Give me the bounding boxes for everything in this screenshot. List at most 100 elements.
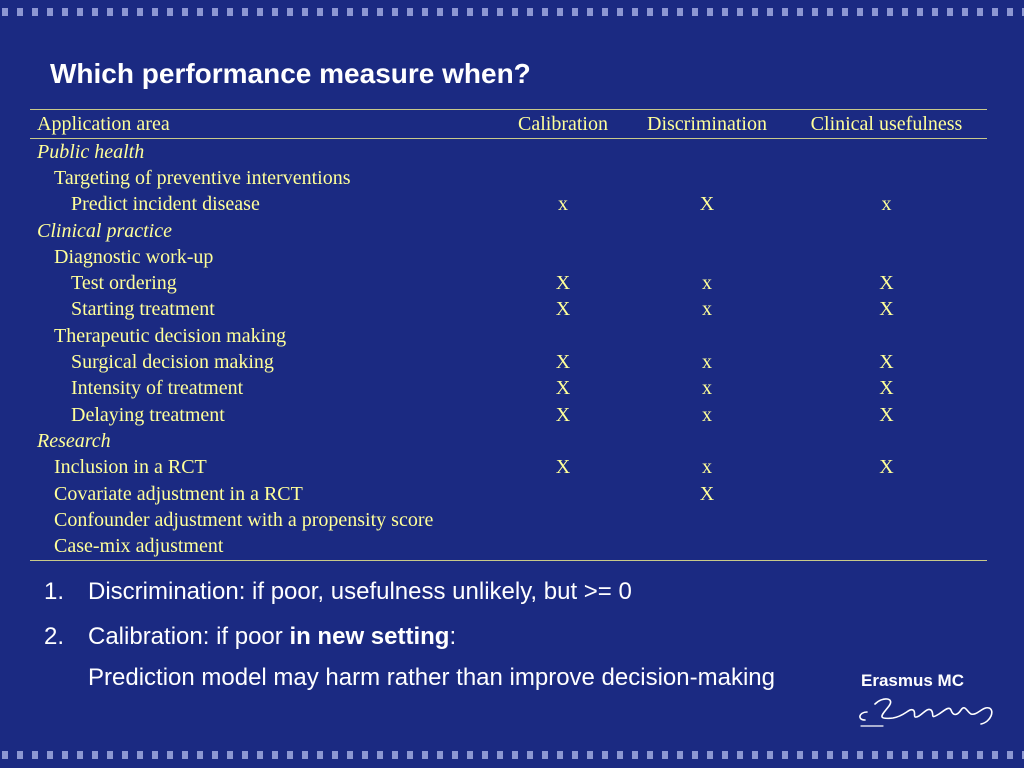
row-application-area: Diagnostic work-up: [54, 245, 214, 268]
row-discrimination-mark: [628, 323, 786, 349]
erasmus-mc-logo: Erasmus MC: [853, 668, 1003, 728]
row-calibration-mark: [498, 507, 628, 533]
row-calibration-mark: [498, 428, 628, 454]
row-discrimination-mark: [628, 165, 786, 191]
table-row: Case-mix adjustment: [30, 533, 987, 561]
note-1-number: 1.: [44, 578, 65, 605]
row-discrimination-mark: x: [702, 377, 712, 400]
logo-text: Erasmus MC: [861, 671, 964, 690]
erasmus-signature-icon: [859, 698, 993, 727]
row-application-area: Case-mix adjustment: [30, 533, 498, 561]
row-usefulness-mark: X: [879, 377, 894, 400]
table-row: Covariate adjustment in a RCT X: [30, 481, 987, 507]
table-row: Confounder adjustment with a propensity …: [30, 507, 987, 533]
row-usefulness-mark: X: [879, 351, 894, 374]
row-calibration-mark: [498, 244, 628, 270]
note-2-text-suffix: :: [449, 623, 457, 650]
note-2-line-2: Prediction model may harm rather than im…: [88, 664, 775, 691]
top-dotted-border: [0, 8, 1024, 16]
row-usefulness-mark: [786, 481, 987, 507]
row-application-area: Predict incident disease: [71, 193, 260, 216]
row-usefulness-mark: X: [879, 298, 894, 321]
note-2-text-prefix: Calibration: if poor: [88, 623, 290, 650]
row-discrimination-mark: [628, 218, 786, 244]
row-calibration-mark: [498, 139, 628, 166]
table-body: Public health Targeting of preventive int…: [30, 139, 987, 561]
row-application-area: Starting treatment: [71, 298, 215, 321]
note-item-2: 2. Calibration: if poor in new setting: …: [44, 623, 924, 705]
row-usefulness-mark: [786, 428, 987, 454]
row-usefulness-mark: [786, 323, 987, 349]
header-application-area: Application area: [30, 109, 498, 139]
row-discrimination-mark: X: [699, 482, 715, 505]
row-calibration-mark: [498, 218, 628, 244]
table-row: Diagnostic work-up: [30, 244, 987, 270]
row-application-area: Therapeutic decision making: [54, 324, 287, 347]
row-application-area: Covariate adjustment in a RCT: [54, 482, 303, 505]
numbered-notes: 1. Discrimination: if poor, usefulness u…: [44, 578, 924, 705]
row-application-area: Clinical practice: [37, 219, 172, 242]
row-calibration-mark: [498, 533, 628, 561]
row-calibration-mark: x: [558, 193, 568, 216]
row-usefulness-mark: [786, 533, 987, 561]
row-application-area: Public health: [37, 140, 145, 163]
row-discrimination-mark: x: [702, 456, 712, 479]
bottom-dotted-border: [0, 751, 1024, 759]
header-clinical-usefulness: Clinical usefulness: [786, 109, 987, 139]
note-2-text-bold: in new setting: [289, 623, 450, 650]
row-application-area: Inclusion in a RCT: [54, 456, 207, 479]
row-usefulness-mark: X: [879, 456, 894, 479]
row-application-area: Research: [37, 429, 111, 452]
note-2-line-1: Calibration: if poor in new setting:: [88, 623, 924, 664]
table-header-row: Application area Calibration Discriminat…: [30, 109, 987, 139]
note-1-text: Discrimination: if poor, usefulness unli…: [88, 578, 632, 605]
table-row: Therapeutic decision making: [30, 323, 987, 349]
header-discrimination: Discrimination: [628, 109, 786, 139]
table-row: Public health: [30, 139, 987, 166]
row-discrimination-mark: [628, 428, 786, 454]
row-application-area: Surgical decision making: [71, 351, 274, 374]
table-row: Clinical practice: [30, 218, 987, 244]
row-discrimination-mark: [628, 533, 786, 561]
row-discrimination-mark: x: [702, 272, 712, 295]
row-calibration-mark: X: [555, 272, 571, 295]
measures-table-container: Application area Calibration Discriminat…: [30, 109, 987, 561]
note-2-number: 2.: [44, 623, 65, 650]
row-calibration-mark: [498, 165, 628, 191]
row-usefulness-mark: [786, 139, 987, 166]
row-calibration-mark: X: [555, 351, 571, 374]
row-application-area: Intensity of treatment: [71, 377, 244, 400]
measures-table: Application area Calibration Discriminat…: [30, 109, 987, 561]
table-row: Research: [30, 428, 987, 454]
row-application-area: Confounder adjustment with a propensity …: [54, 508, 434, 531]
header-calibration: Calibration: [498, 109, 628, 139]
row-application-area: Test ordering: [71, 272, 177, 295]
row-discrimination-mark: x: [702, 298, 712, 321]
row-discrimination-mark: [628, 244, 786, 270]
row-usefulness-mark: [786, 165, 987, 191]
row-usefulness-mark: [786, 218, 987, 244]
table-row: Targeting of preventive interventions: [30, 165, 987, 191]
row-calibration-mark: X: [555, 298, 571, 321]
row-calibration-mark: [498, 323, 628, 349]
row-usefulness-mark: X: [879, 272, 894, 295]
row-discrimination-mark: X: [699, 193, 715, 216]
row-calibration-mark: X: [555, 377, 571, 400]
row-discrimination-mark: [628, 507, 786, 533]
row-discrimination-mark: x: [702, 403, 712, 426]
row-calibration-mark: X: [555, 403, 571, 426]
row-usefulness-mark: [786, 507, 987, 533]
row-usefulness-mark: x: [881, 193, 892, 216]
row-usefulness-mark: [786, 244, 987, 270]
row-discrimination-mark: [628, 139, 786, 166]
row-calibration-mark: [498, 481, 628, 507]
note-item-1: 1. Discrimination: if poor, usefulness u…: [44, 578, 924, 623]
row-application-area: Targeting of preventive interventions: [54, 166, 351, 189]
slide-title: Which performance measure when?: [50, 58, 531, 89]
